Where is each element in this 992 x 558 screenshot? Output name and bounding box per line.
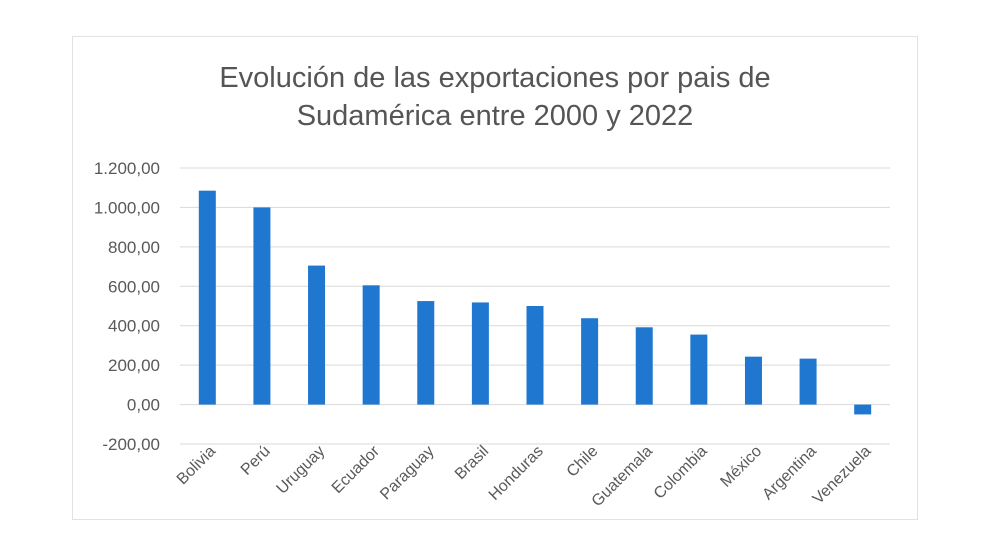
- x-tick-label: Ecuador: [329, 442, 384, 497]
- x-tick-label: México: [717, 443, 765, 491]
- x-tick-label: Bolivia: [174, 443, 219, 488]
- bar-colombia: [690, 334, 708, 405]
- bar-ecuador: [362, 285, 380, 405]
- y-tick-label: 0,00: [127, 396, 160, 415]
- bar-peru: [253, 207, 271, 405]
- chart-title: Evolución de las exportaciones por pais …: [73, 59, 917, 135]
- y-tick-label: 800,00: [108, 238, 160, 257]
- x-tick-label: Paraguay: [377, 443, 437, 503]
- bar-brasil: [471, 302, 489, 405]
- y-tick-label: 400,00: [108, 317, 160, 336]
- x-tick-label: Perú: [238, 443, 274, 479]
- y-tick-label: 600,00: [108, 277, 160, 296]
- x-tick-label: Honduras: [486, 443, 547, 504]
- chart-title-line-2: Sudamérica entre 2000 y 2022: [296, 100, 694, 132]
- bar-bolivia: [198, 190, 216, 405]
- bar-mexico: [744, 356, 762, 405]
- bar-uruguay: [308, 265, 326, 405]
- bar-guatemala: [635, 327, 653, 405]
- bars: [198, 190, 872, 415]
- bar-venezuela: [854, 404, 872, 415]
- y-tick-label: 1.000,00: [94, 198, 160, 217]
- chart-title-line-1: Evolución de las exportaciones por pais …: [219, 62, 771, 94]
- x-tick-label: Brasil: [452, 443, 492, 483]
- y-axis-ticks: -200,00 0,00 200,00 400,00 600,00 800,00 1.000…: [94, 159, 160, 454]
- x-tick-label: Chile: [564, 443, 602, 481]
- bar-honduras: [526, 306, 544, 405]
- y-tick-label: 1.200,00: [94, 159, 160, 178]
- y-tick-label: 200,00: [108, 356, 160, 375]
- bar-argentina: [799, 358, 817, 405]
- x-tick-label: Uruguay: [274, 443, 329, 498]
- bar-chile: [581, 318, 599, 405]
- y-tick-label: -200,00: [102, 435, 160, 454]
- x-tick-label: Venezuela: [810, 443, 875, 508]
- x-tick-label: Colombia: [651, 443, 711, 503]
- bar-paraguay: [417, 301, 435, 405]
